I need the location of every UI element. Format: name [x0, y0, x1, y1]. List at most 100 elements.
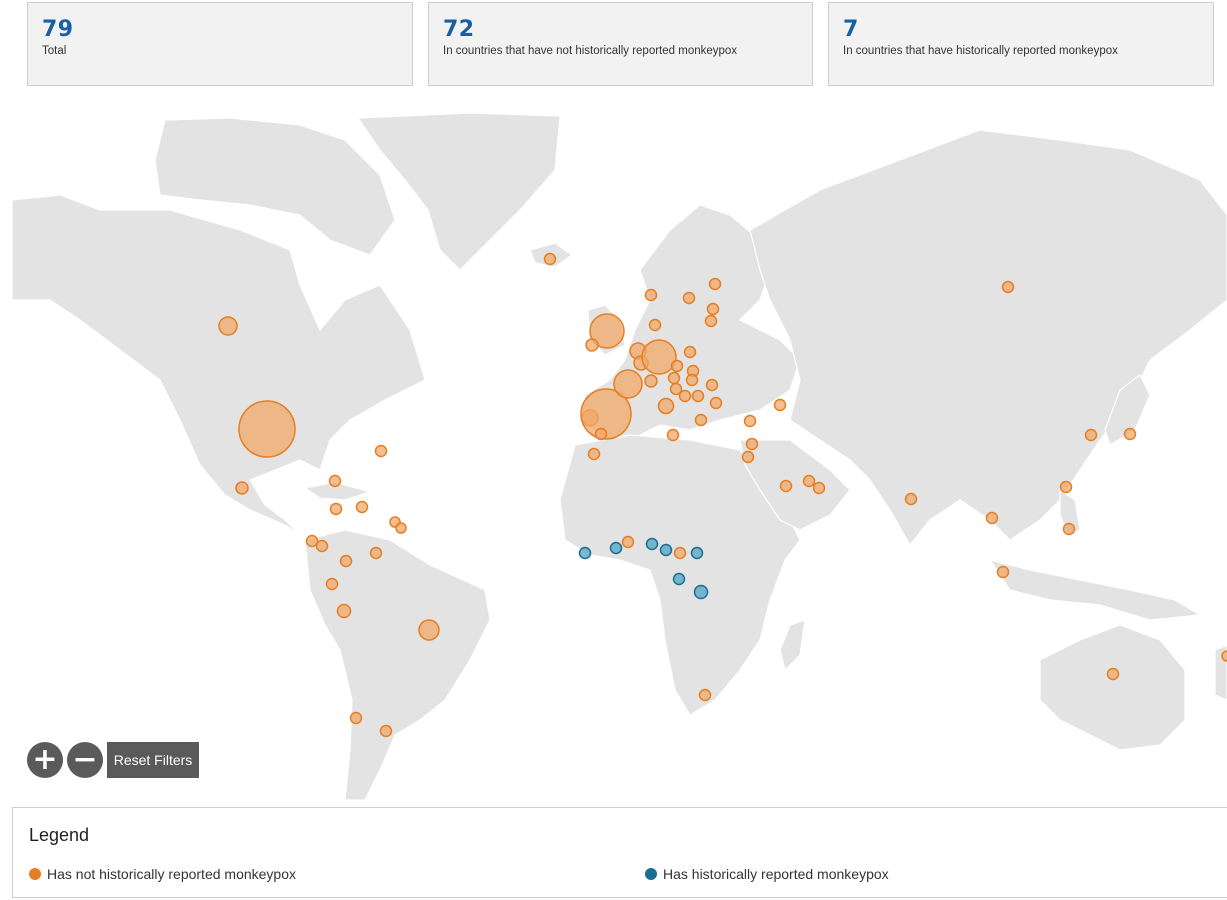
marker-canada[interactable]: [218, 316, 238, 336]
marker-india[interactable]: [904, 492, 918, 506]
land-north-america: [11, 194, 426, 536]
land-arabia: [739, 439, 851, 531]
marker-switzerland[interactable]: [644, 374, 658, 388]
marker-australia[interactable]: [1106, 667, 1120, 681]
marker-mexico[interactable]: [235, 481, 249, 495]
markers-historical: [578, 537, 709, 600]
marker-venezuela[interactable]: [369, 546, 383, 560]
legend-label-historical: Has historically reported monkeypox: [663, 866, 889, 882]
land-south-america: [304, 529, 491, 801]
marker-saudi-arabia[interactable]: [779, 479, 793, 493]
stat-total-value: 79: [42, 17, 74, 42]
marker-uae[interactable]: [812, 481, 826, 495]
markers-not-historical: [218, 252, 1227, 738]
marker-ghana[interactable]: [621, 535, 635, 549]
marker-nigeria[interactable]: [645, 537, 659, 551]
marker-bulgaria[interactable]: [709, 396, 723, 410]
stat-card-not-historical: 72 In countries that have not historical…: [428, 2, 813, 86]
marker-taiwan[interactable]: [1059, 480, 1073, 494]
marker-south-africa[interactable]: [698, 688, 712, 702]
marker-japan[interactable]: [1123, 427, 1137, 441]
marker-turkey[interactable]: [743, 414, 757, 428]
marker-serbia[interactable]: [691, 389, 705, 403]
marker-dominican-republic[interactable]: [355, 500, 369, 514]
zoom-out-button[interactable]: −: [67, 742, 103, 778]
marker-argentina[interactable]: [379, 724, 393, 738]
marker-estonia[interactable]: [706, 302, 720, 316]
marker-gibraltar[interactable]: [594, 427, 608, 441]
world-map-svg[interactable]: [0, 112, 1227, 807]
marker-hungary[interactable]: [685, 373, 699, 387]
stat-card-total: 79 Total: [27, 2, 413, 86]
legend-title: Legend: [29, 825, 90, 845]
marker-iceland[interactable]: [543, 252, 557, 266]
world-map[interactable]: [0, 112, 1227, 807]
marker-bermuda[interactable]: [374, 444, 388, 458]
marker-liberia[interactable]: [578, 546, 592, 560]
land-asia: [749, 129, 1227, 547]
legend-item-historical[interactable]: Has historically reported monkeypox: [645, 866, 889, 882]
marker-thailand[interactable]: [985, 511, 999, 525]
legend-label-not-historical: Has not historically reported monkeypox: [47, 866, 297, 882]
marker-slovenia[interactable]: [669, 382, 683, 396]
orange-dot-icon: [29, 868, 41, 880]
land-southeast-asia: [988, 559, 1202, 621]
marker-ecuador[interactable]: [325, 577, 339, 591]
marker-france[interactable]: [613, 369, 643, 399]
marker-croatia[interactable]: [678, 389, 692, 403]
stat-historical-value: 7: [843, 17, 859, 42]
marker-norway[interactable]: [644, 288, 658, 302]
marker-central-african-republic[interactable]: [690, 546, 704, 560]
stat-total-label: Total: [42, 45, 67, 57]
land-madagascar: [779, 619, 806, 672]
marker-greece[interactable]: [694, 413, 708, 427]
marker-sudan[interactable]: [673, 546, 687, 560]
marker-usa[interactable]: [238, 400, 296, 458]
marker-czechia[interactable]: [670, 359, 684, 373]
marker-cameroon[interactable]: [659, 543, 673, 557]
marker-panama[interactable]: [315, 539, 329, 553]
marker-morocco[interactable]: [587, 447, 601, 461]
reset-filters-button[interactable]: Reset Filters: [107, 742, 199, 778]
land-greenland: [356, 112, 561, 271]
marker-italy[interactable]: [657, 397, 675, 415]
marker-new-zealand[interactable]: [1221, 650, 1227, 662]
marker-malta[interactable]: [666, 428, 680, 442]
marker-chile[interactable]: [349, 711, 363, 725]
land-australia: [1039, 624, 1186, 751]
marker-latvia[interactable]: [704, 314, 718, 328]
marker-costa-rica[interactable]: [305, 534, 319, 548]
marker-austria[interactable]: [667, 371, 681, 385]
legend: Legend Has not historically reported mon…: [12, 807, 1227, 898]
marker-philippines[interactable]: [1062, 522, 1076, 536]
marker-south-korea[interactable]: [1084, 428, 1098, 442]
marker-poland[interactable]: [683, 345, 697, 359]
marker-singapore[interactable]: [996, 565, 1010, 579]
marker-uk[interactable]: [589, 313, 625, 349]
land-arctic-islands: [154, 117, 396, 256]
marker-drc[interactable]: [693, 584, 709, 600]
marker-colombia[interactable]: [339, 554, 353, 568]
marker-israel[interactable]: [741, 450, 755, 464]
marker-spain[interactable]: [580, 388, 632, 440]
marker-finland[interactable]: [708, 277, 722, 291]
marker-jamaica[interactable]: [329, 502, 343, 516]
marker-bahamas[interactable]: [328, 474, 342, 488]
marker-romania[interactable]: [705, 378, 719, 392]
marker-congo[interactable]: [672, 572, 686, 586]
marker-ireland[interactable]: [585, 338, 599, 352]
marker-cote-divoire[interactable]: [609, 541, 623, 555]
marker-denmark[interactable]: [648, 318, 662, 332]
marker-qatar[interactable]: [802, 474, 816, 488]
marker-caribbean-2[interactable]: [395, 522, 407, 534]
marker-germany[interactable]: [641, 339, 677, 375]
zoom-in-button[interactable]: +: [27, 742, 63, 778]
marker-sweden[interactable]: [682, 291, 696, 305]
marker-peru[interactable]: [336, 603, 352, 619]
legend-item-not-historical[interactable]: Has not historically reported monkeypox: [29, 866, 296, 882]
marker-russia[interactable]: [1001, 280, 1015, 294]
marker-lebanon[interactable]: [745, 437, 759, 451]
marker-brazil[interactable]: [418, 619, 440, 641]
marker-georgia[interactable]: [773, 398, 787, 412]
minus-icon: −: [72, 742, 98, 777]
